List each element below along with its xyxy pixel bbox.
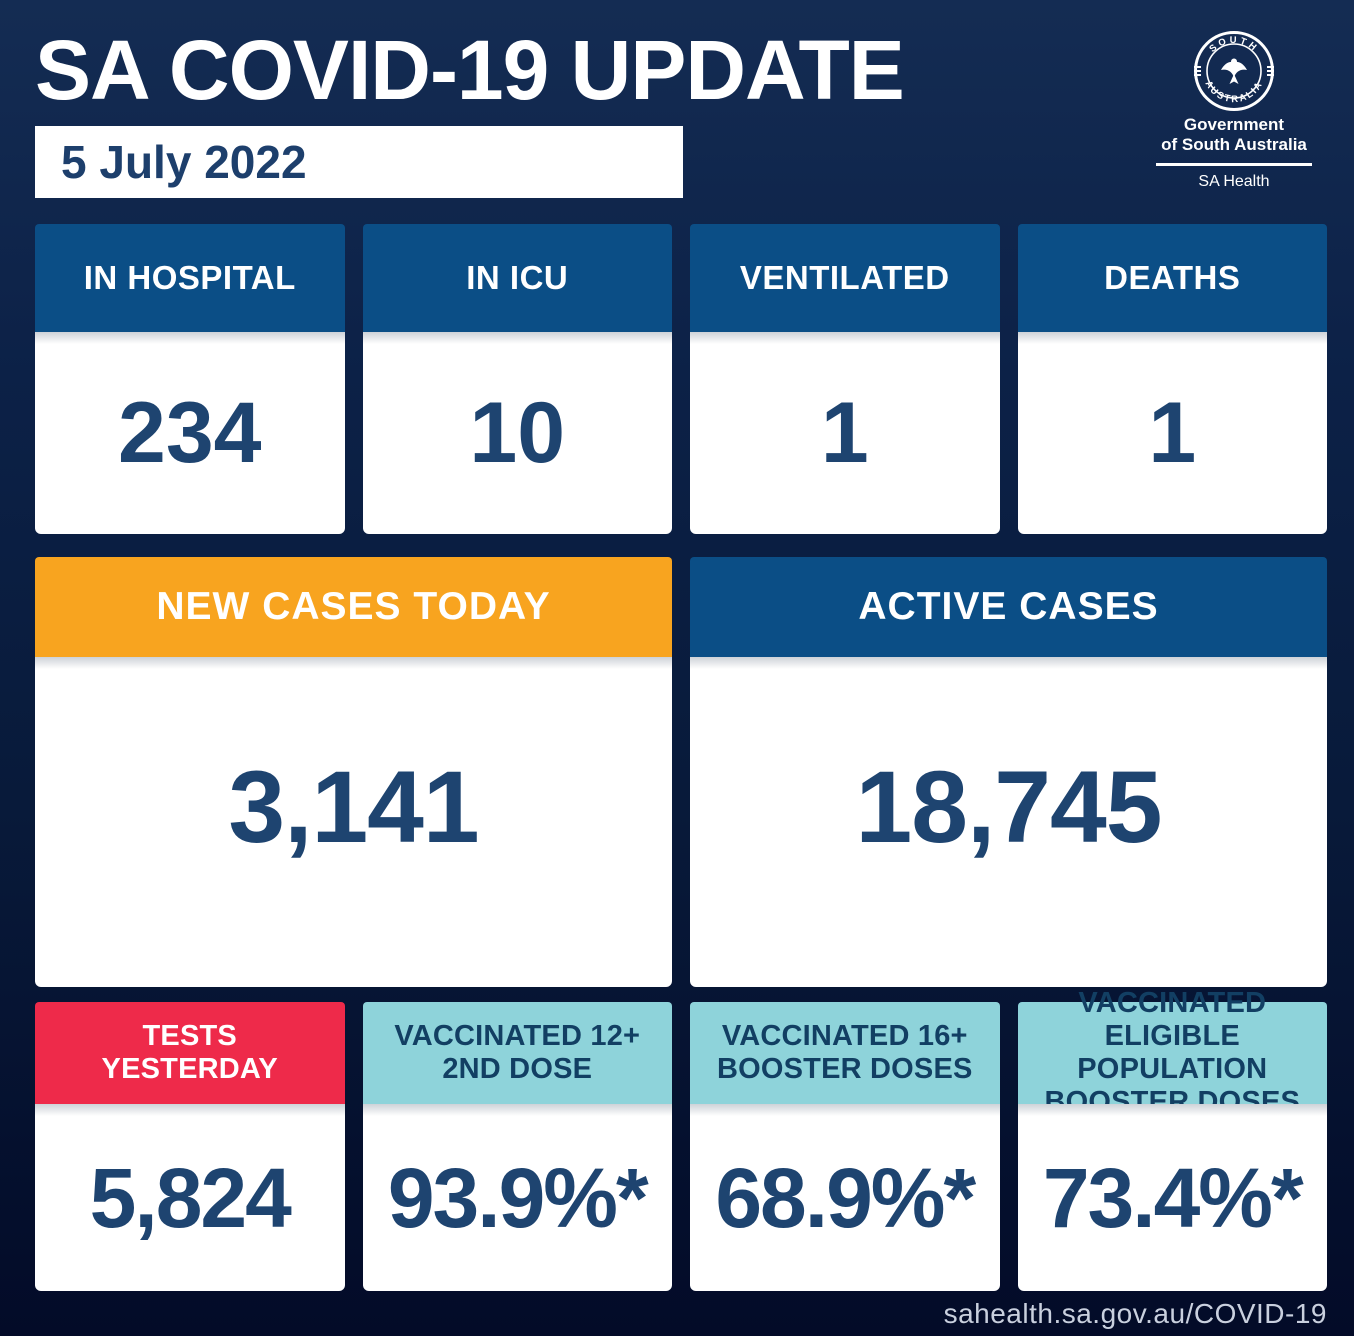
footer: sahealth.sa.gov.au/COVID-19 <box>0 1291 1354 1330</box>
report-date: 5 July 2022 <box>61 136 307 188</box>
stat-card-vaccinated-12plus-2nd-dose: VACCINATED 12+ 2ND DOSE 93.9%* <box>362 1002 672 1291</box>
card-header: IN HOSPITAL <box>35 224 345 332</box>
sa-government-logo: SOUTH AUSTRALIA Government of South Aust… <box>1141 28 1327 198</box>
card-body: 18,745 <box>690 657 1327 987</box>
stat-value: 68.9%* <box>715 1150 976 1245</box>
title-block: SA COVID-19 UPDATE 5 July 2022 <box>35 23 905 198</box>
card-body: 5,824 <box>35 1104 345 1291</box>
piping-shrike-icon <box>1221 58 1247 84</box>
card-header: VENTILATED <box>690 224 1000 332</box>
cases-stats-row: NEW CASES TODAY 3,141 ACTIVE CASES 18,74… <box>35 557 1327 987</box>
card-header: TESTS YESTERDAY <box>35 1002 345 1104</box>
state-seal-icon: SOUTH AUSTRALIA <box>1194 31 1274 111</box>
card-body: 1 <box>1017 332 1327 534</box>
stat-label: VACCINATED 12+ 2ND DOSE <box>394 1019 641 1085</box>
stat-label: IN HOSPITAL <box>83 259 296 296</box>
stat-card-ventilated: VENTILATED 1 <box>690 224 1000 534</box>
card-body: 10 <box>362 332 672 534</box>
stat-label: NEW CASES TODAY <box>156 585 551 628</box>
government-name: Government of South Australia <box>1161 115 1307 155</box>
agency-name: SA Health <box>1198 172 1270 190</box>
card-body: 68.9%* <box>690 1104 1000 1291</box>
stats-grid: IN HOSPITAL 234 IN ICU 10 VENTILATED <box>0 224 1354 1291</box>
stat-card-tests-yesterday: TESTS YESTERDAY 5,824 <box>35 1002 345 1291</box>
stat-card-vaccinated-eligible-booster: VACCINATED ELIGIBLE POPULATION BOOSTER D… <box>1017 987 1327 1291</box>
website-url: sahealth.sa.gov.au/COVID-19 <box>943 1298 1327 1329</box>
stat-value: 10 <box>469 385 566 481</box>
stat-label: VACCINATED 16+ BOOSTER DOSES <box>716 1019 973 1085</box>
stat-card-in-icu: IN ICU 10 <box>362 224 672 534</box>
stat-value: 93.9%* <box>387 1150 649 1245</box>
tests-vaccination-row: TESTS YESTERDAY 5,824 VACCINATED 12+ 2ND… <box>35 987 1327 1291</box>
card-header: IN ICU <box>362 224 672 332</box>
stat-value: 1 <box>820 385 869 481</box>
card-header: VACCINATED ELIGIBLE POPULATION BOOSTER D… <box>1017 987 1327 1118</box>
stat-label: ACTIVE CASES <box>858 585 1159 628</box>
card-header: ACTIVE CASES <box>690 557 1327 657</box>
card-body: 3,141 <box>35 657 672 987</box>
card-body: 234 <box>35 332 345 534</box>
card-header: DEATHS <box>1017 224 1327 332</box>
hospitalisation-stats-row: IN HOSPITAL 234 IN ICU 10 VENTILATED <box>35 224 1327 534</box>
stat-label: VENTILATED <box>739 259 950 296</box>
stat-label: TESTS YESTERDAY <box>101 1019 278 1085</box>
card-header: VACCINATED 12+ 2ND DOSE <box>362 1002 672 1104</box>
stat-label: IN ICU <box>466 259 569 296</box>
stat-value: 5,824 <box>89 1150 292 1245</box>
stat-card-deaths: DEATHS 1 <box>1017 224 1327 534</box>
seal-dashes <box>1194 66 1274 76</box>
card-body: 93.9%* <box>362 1104 672 1291</box>
stat-value: 3,141 <box>228 750 479 864</box>
card-body: 73.4%* <box>1017 1104 1327 1291</box>
card-header: VACCINATED 16+ BOOSTER DOSES <box>690 1002 1000 1104</box>
stat-card-vaccinated-16plus-booster: VACCINATED 16+ BOOSTER DOSES 68.9%* <box>690 1002 1000 1291</box>
card-body: 1 <box>690 332 1000 534</box>
stat-value: 1 <box>1148 385 1197 481</box>
logo-divider <box>1156 162 1312 166</box>
stat-value: 234 <box>118 385 262 481</box>
stat-card-active-cases: ACTIVE CASES 18,745 <box>690 557 1327 987</box>
stat-label: DEATHS <box>1104 259 1241 296</box>
card-header: NEW CASES TODAY <box>35 557 672 657</box>
date-box: 5 July 2022 <box>35 126 683 198</box>
stat-card-new-cases-today: NEW CASES TODAY 3,141 <box>35 557 672 987</box>
stat-value: 18,745 <box>855 750 1163 864</box>
header-bar: SA COVID-19 UPDATE 5 July 2022 <box>0 0 1354 198</box>
page-title: SA COVID-19 UPDATE <box>35 23 905 117</box>
stat-label: VACCINATED ELIGIBLE POPULATION BOOSTER D… <box>1044 986 1301 1119</box>
stat-card-in-hospital: IN HOSPITAL 234 <box>35 224 345 534</box>
stat-value: 73.4%* <box>1042 1150 1304 1245</box>
